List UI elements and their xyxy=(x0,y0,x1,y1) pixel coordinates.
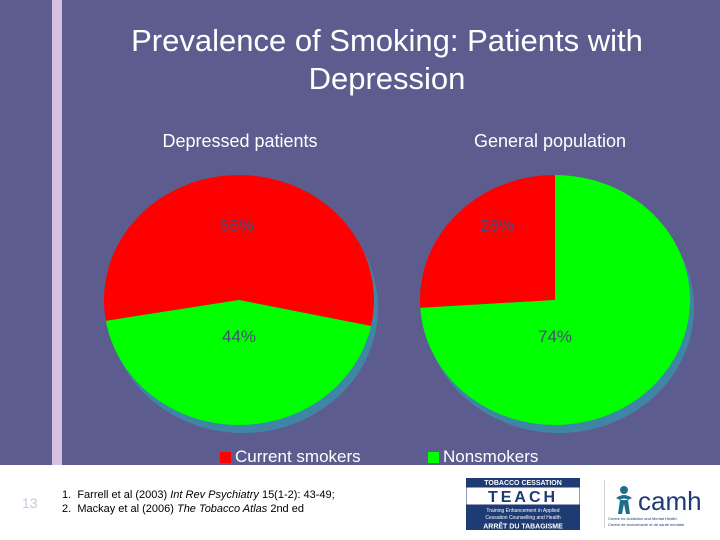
footer xyxy=(0,465,720,540)
title-line-2: Depression xyxy=(308,61,466,96)
teach-logo: TOBACCO CESSATION TEACH Training Enhance… xyxy=(466,478,580,530)
slide-number: 13 xyxy=(22,495,38,511)
legend-nonsmokers: Nonsmokers xyxy=(428,447,538,467)
camh-logo-sub-1: Centre for Addiction and Mental Health xyxy=(608,516,677,521)
left-sidebar xyxy=(0,0,52,540)
reference-1: 1. Farrell et al (2003) Int Rev Psychiat… xyxy=(62,488,335,502)
pie-slice-depressed-nonsmokers xyxy=(105,300,372,426)
pie-title-general: General population xyxy=(473,131,627,151)
legend-swatch-nonsmokers xyxy=(428,451,439,463)
pie-charts: 56% 44% 26% 74% xyxy=(104,175,694,433)
pie-slice-general-nonsmokers xyxy=(420,175,690,426)
legend-label-smokers: Current smokers xyxy=(235,447,361,466)
ref-2-details: 2nd ed xyxy=(267,503,304,515)
legend-label-nonsmokers: Nonsmokers xyxy=(443,447,539,466)
pie-label-depressed-nonsmokers: 44% xyxy=(222,327,256,346)
pie-slice-depressed-smokers xyxy=(104,175,374,326)
teach-logo-sub-2: Cessation Counselling and Health xyxy=(485,515,561,521)
pie-label-general-nonsmokers: 74% xyxy=(538,327,572,346)
ref-2-number: 2. xyxy=(62,503,72,515)
teach-logo-french: ARRÊT DU TABAGISME xyxy=(483,522,563,531)
ref-2-authors: Mackay et al (2006) xyxy=(77,503,177,515)
ref-1-journal: Int Rev Psychiatry xyxy=(170,489,259,501)
pie-slice-general-smokers xyxy=(420,175,555,308)
reference-2: 2. Mackay et al (2006) The Tobacco Atlas… xyxy=(62,502,335,516)
pie-label-general-smokers: 26% xyxy=(480,216,514,235)
camh-figure-icon xyxy=(616,486,632,514)
references: 1. Farrell et al (2003) Int Rev Psychiat… xyxy=(62,488,335,516)
pie-title-depressed: Depressed patients xyxy=(162,131,318,151)
accent-stripe xyxy=(52,0,62,465)
legend-smokers: Current smokers xyxy=(220,447,361,467)
title-line-1: Prevalence of Smoking: Patients with xyxy=(131,23,643,58)
camh-logo-sub-2: Centre de toxicomanie et de santé mental… xyxy=(608,522,685,527)
ref-1-details: 15(1-2): 43-49; xyxy=(258,489,335,501)
pie-label-depressed-smokers: 56% xyxy=(220,216,254,235)
camh-logo-word: camh xyxy=(638,486,702,516)
ref-1-number: 1. xyxy=(62,489,72,501)
teach-logo-word: TEACH xyxy=(488,489,558,506)
teach-logo-sub-1: Training Enhancement in Applied xyxy=(486,508,559,514)
camh-logo: camh Centre for Addiction and Mental Hea… xyxy=(604,480,702,528)
ref-1-authors: Farrell et al (2003) xyxy=(77,489,171,501)
legend-swatch-smokers xyxy=(220,451,231,463)
ref-2-journal: The Tobacco Atlas xyxy=(176,503,268,515)
slide-title: Prevalence of Smoking: Patients with Dep… xyxy=(62,22,712,98)
teach-logo-top: TOBACCO CESSATION xyxy=(484,480,562,487)
